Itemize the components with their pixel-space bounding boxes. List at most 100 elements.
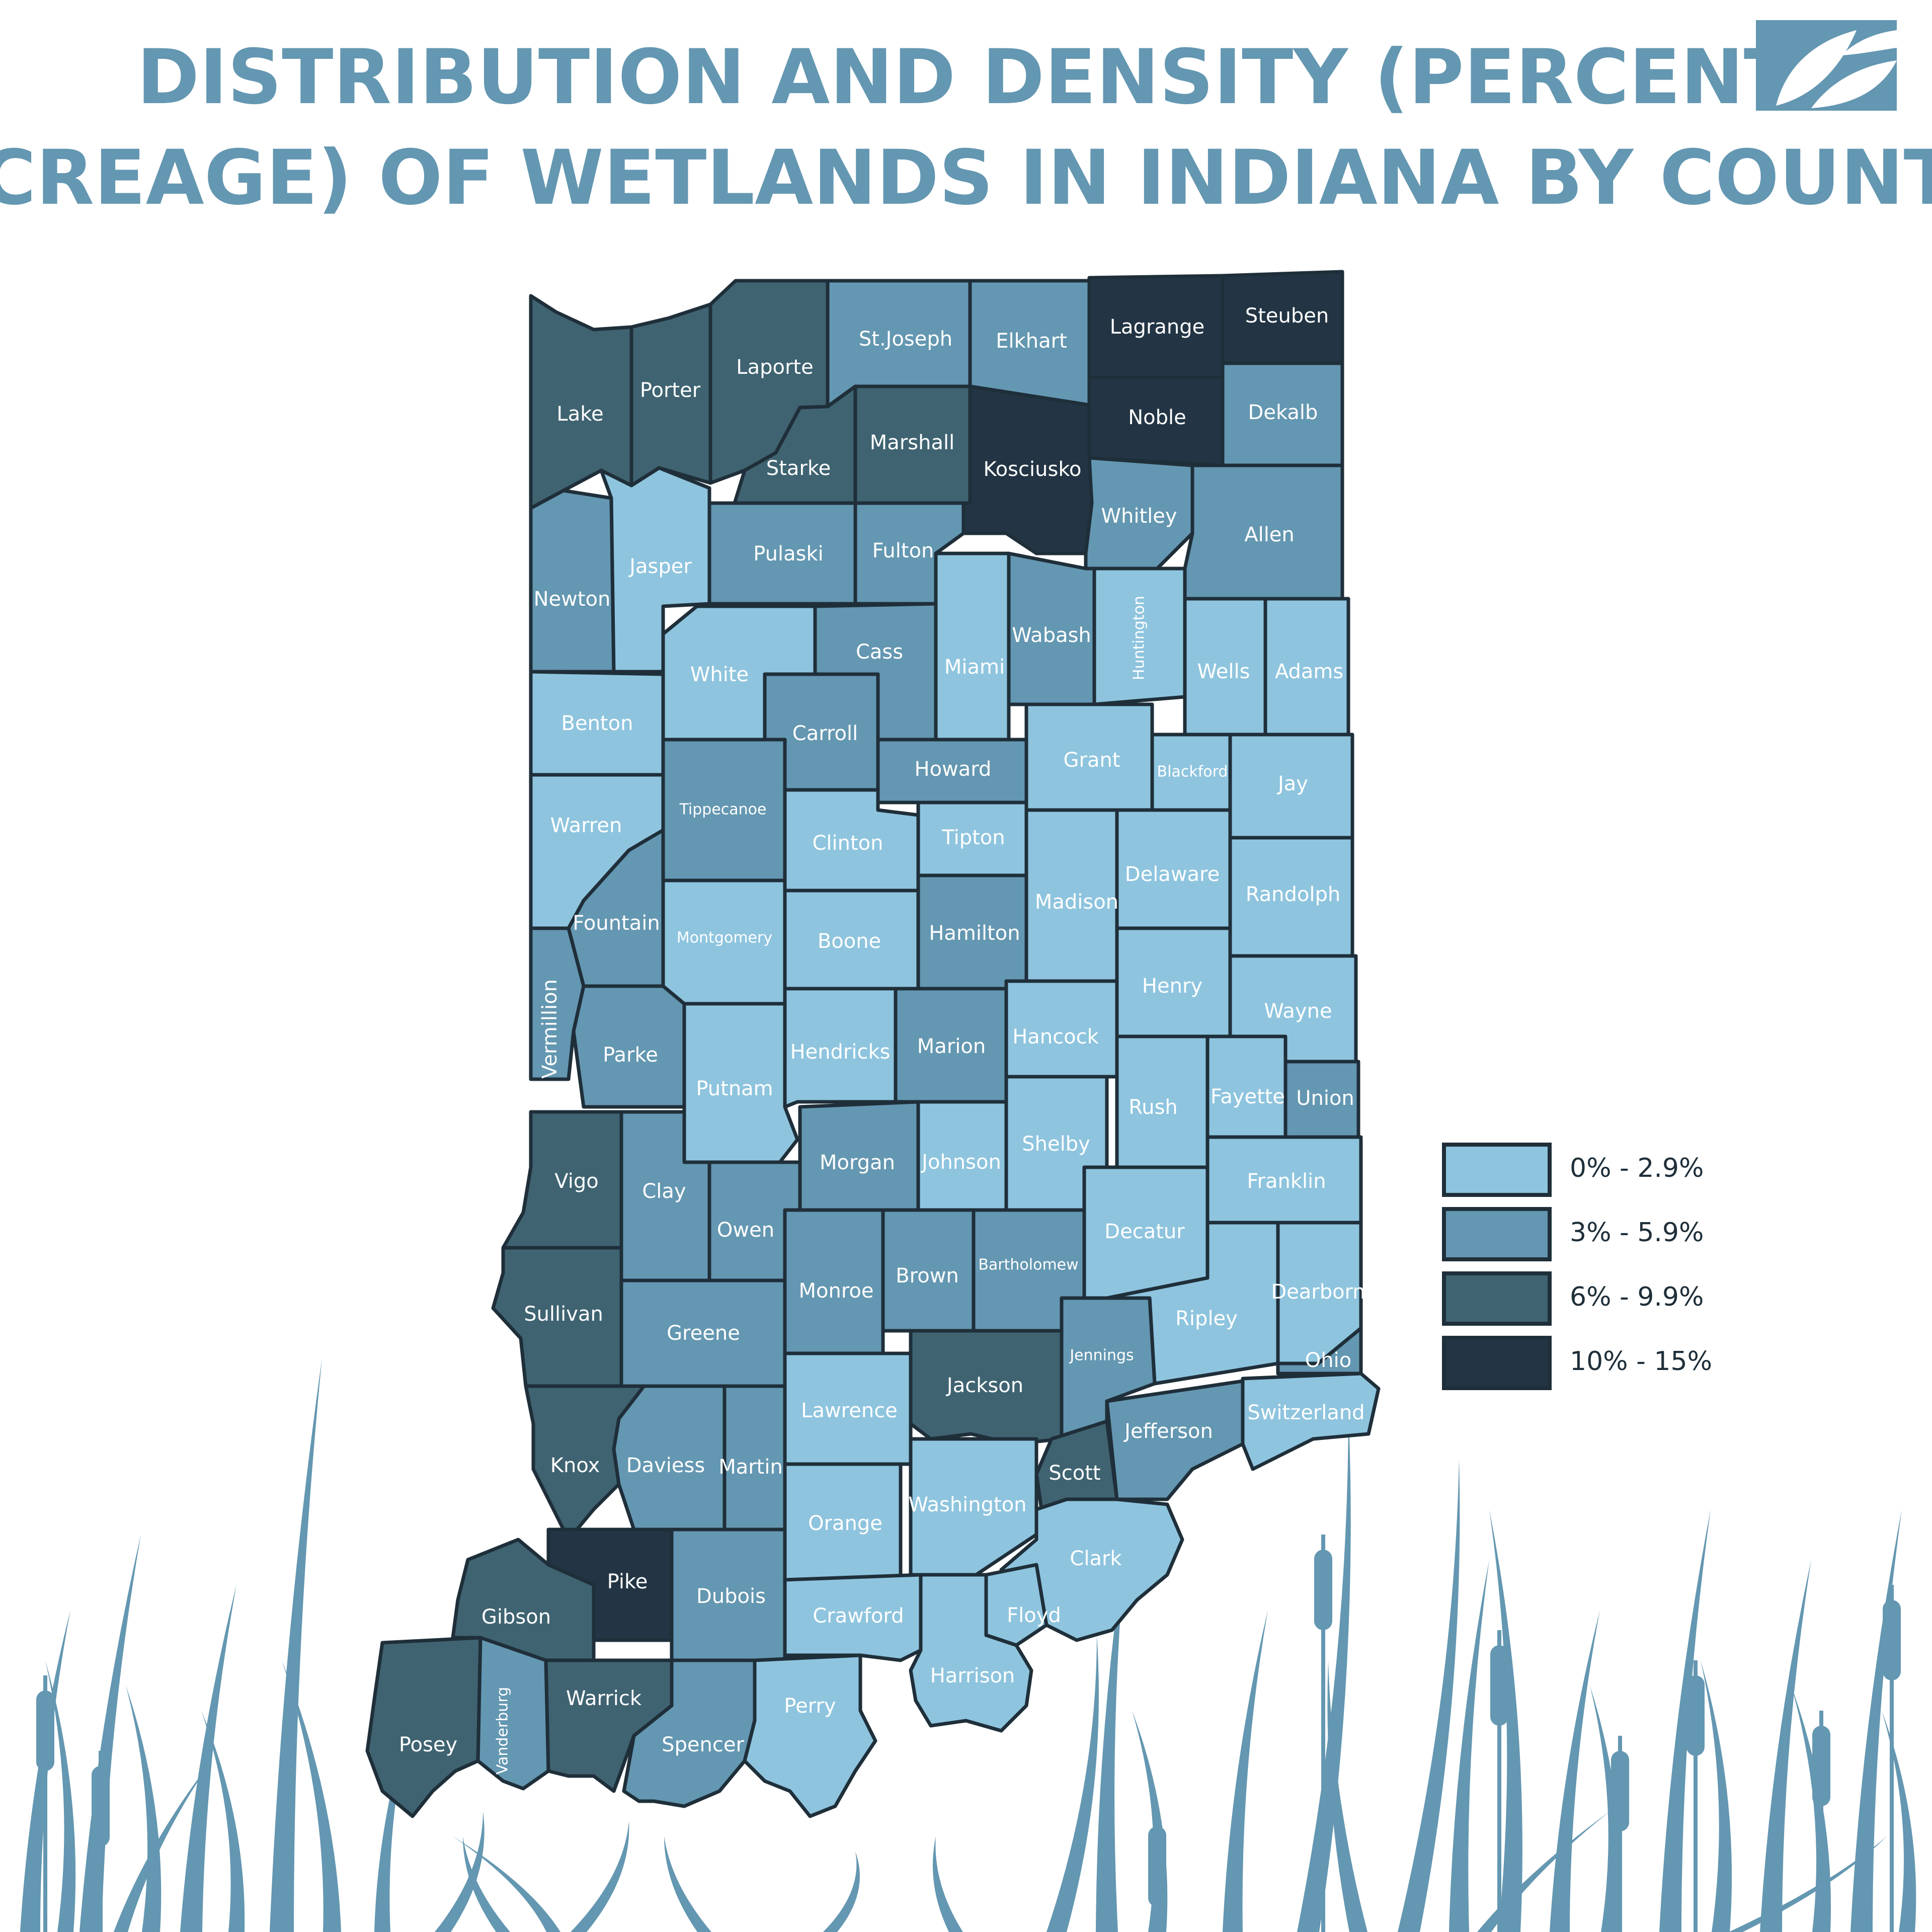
county-label: Greene (667, 1322, 740, 1345)
county-label: Hancock (1012, 1025, 1099, 1049)
county-label: Madison (1035, 891, 1118, 914)
county-posey (365, 1636, 482, 1818)
reed-blade (114, 1761, 211, 1932)
county-label: Harrison (930, 1664, 1015, 1687)
cattail-stem (1890, 1585, 1894, 1932)
cattail-head (1148, 1826, 1166, 1907)
reed-blade (1096, 1535, 1127, 1932)
county-label: Elkhart (996, 330, 1067, 353)
county-label: Tippecanoe (679, 801, 767, 819)
reed-blade (180, 1585, 236, 1932)
county-label: Morgan (820, 1151, 895, 1174)
county-label: Allen (1244, 523, 1295, 546)
county-label: Carroll (792, 722, 858, 745)
reed-blade (374, 1711, 413, 1932)
county-vanderburg (476, 1636, 550, 1791)
county-label: Fulton (872, 539, 934, 562)
county-label: Adams (1275, 660, 1343, 683)
legend-swatch (1442, 1336, 1552, 1390)
county-perry (743, 1653, 877, 1818)
county-label: Gibson (481, 1605, 551, 1629)
reed-blade (282, 1660, 341, 1932)
county-label: Wells (1197, 660, 1250, 683)
county-label: Washington (908, 1493, 1026, 1516)
reed-blade (1882, 1711, 1916, 1932)
legend-swatch (1442, 1143, 1552, 1197)
reed-blade (463, 1836, 510, 1932)
county-label: Warren (550, 814, 622, 837)
county-label: Marion (917, 1035, 986, 1058)
county-label: Boone (818, 930, 881, 953)
county-harrison (909, 1573, 1033, 1733)
county-label: Dearborn (1271, 1280, 1365, 1304)
county-sullivan (491, 1246, 623, 1388)
reed-blade (1550, 1610, 1600, 1932)
cattail-stem (1694, 1660, 1698, 1932)
county-label: Randolph (1246, 883, 1341, 906)
legend-label: 10% - 15% (1570, 1346, 1712, 1377)
title-line-2: ACREAGE) OF WETLANDS IN INDIANA BY COUNT… (0, 134, 1932, 222)
reeds-decoration (20, 1358, 1916, 1932)
county-label: White (690, 663, 749, 686)
title-line-1: DISTRIBUTION AND DENSITY (PERCENT (137, 34, 1795, 121)
county-label: Spencer (662, 1733, 744, 1756)
reed-blade (1850, 1509, 1902, 1932)
county-label: Martin (718, 1456, 783, 1479)
county-label: Wayne (1264, 1000, 1332, 1023)
county-label: Vermillion (538, 979, 561, 1079)
county-label: Hendricks (790, 1040, 891, 1064)
county-label: Ohio (1305, 1349, 1351, 1372)
reed-blade (453, 1836, 560, 1932)
county-label: Clay (642, 1180, 686, 1203)
cattail-stem (1618, 1736, 1622, 1932)
county-label: Henry (1142, 975, 1202, 998)
county-label: Cass (856, 640, 903, 664)
cattail-stem (1497, 1630, 1501, 1932)
county-label: Dubois (696, 1585, 766, 1608)
county-label: Blackford (1157, 763, 1228, 781)
cattail-head (36, 1691, 54, 1771)
county-label: Delaware (1125, 863, 1220, 886)
county-label: Union (1296, 1087, 1354, 1110)
county-label: Franklin (1247, 1170, 1326, 1193)
reed-blade (1398, 1459, 1460, 1932)
cattail-head (1686, 1675, 1705, 1756)
county-label: Miami (944, 656, 1005, 679)
county-label: Knox (550, 1454, 600, 1477)
county-label: Vigo (554, 1170, 598, 1193)
county-label: Clark (1070, 1547, 1122, 1570)
reed-blade (1489, 1509, 1522, 1932)
county-label: Brown (896, 1264, 959, 1287)
county-label: Posey (399, 1733, 457, 1756)
reed-blade (1791, 1685, 1831, 1932)
reed-blade (45, 1660, 76, 1932)
legend-label: 0% - 2.9% (1570, 1153, 1704, 1183)
county-label: Decatur (1104, 1220, 1185, 1243)
county-label: Clinton (812, 832, 883, 855)
reed-blade (1701, 1660, 1732, 1932)
county-label: Newton (534, 588, 611, 611)
county-label: Laporte (736, 356, 813, 379)
reed-blade (571, 1821, 629, 1932)
county-label: Marshall (870, 431, 954, 454)
reed-blade (823, 1852, 860, 1932)
county-label: Jasper (628, 555, 692, 578)
county-label: Putnam (696, 1077, 773, 1100)
county-label: Kosciusko (983, 458, 1081, 481)
county-label: Orange (808, 1512, 882, 1535)
county-label: Wabash (1012, 624, 1091, 647)
reed-blade (1760, 1560, 1811, 1932)
reed-blade (664, 1836, 711, 1932)
county-newton (529, 489, 616, 674)
cattail-stem (43, 1675, 47, 1932)
reed-blade (126, 1685, 162, 1932)
county-label: Steuben (1245, 304, 1329, 328)
reed-blade (1449, 1560, 1489, 1932)
cattail-stem (1321, 1535, 1325, 1932)
county-label: Sullivan (524, 1303, 603, 1326)
county-label: Benton (561, 712, 633, 735)
county-miami (934, 551, 1011, 742)
county-label: Owen (717, 1219, 774, 1242)
county-label: Whitley (1101, 505, 1177, 528)
